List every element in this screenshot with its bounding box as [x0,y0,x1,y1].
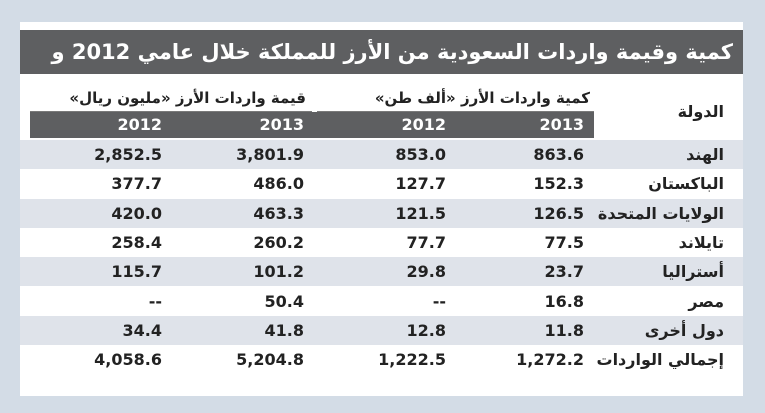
table-row [20,257,743,286]
cell-val-2013: 260.2 [253,233,304,252]
cell-val-2013: 463.3 [253,204,304,223]
cell-qty-2013: 16.8 [544,292,584,311]
cell-val-2012: 34.4 [122,321,162,340]
cell-qty-2012: -- [432,292,446,311]
cell-qty-2012: 127.7 [395,174,446,193]
cell-qty-2012: 1,222.5 [378,350,446,369]
cell-val-2012: 2,852.5 [94,145,162,164]
cell-qty-2013: 126.5 [533,204,584,223]
cell-qty-2013: 11.8 [544,321,584,340]
cell-val-2012: 258.4 [111,233,162,252]
cell-qty-2012: 121.5 [395,204,446,223]
cell-qty-2012: 853.0 [395,145,446,164]
cell-val-2012: 4,058.6 [94,350,162,369]
cell-val-2013: 486.0 [253,174,304,193]
year-header-qty-2013: 2013 [539,115,584,134]
cell-val-2012: -- [148,292,162,311]
year-header-qty-2012: 2012 [401,115,446,134]
cell-val-2013: 50.4 [264,292,304,311]
country-name: تايلاند [678,233,724,252]
country-name: دول أخرى [644,321,724,340]
header-quantity-group: كمية واردات الأرز «ألف طن» [374,89,590,107]
country-name: الباكستان [648,174,724,193]
cell-val-2012: 115.7 [111,262,162,281]
cell-val-2013: 5,204.8 [236,350,304,369]
cell-qty-2012: 29.8 [406,262,446,281]
header-value-group: قيمة واردات الأرز «مليون ريال» [69,89,306,107]
cell-val-2013: 3,801.9 [236,145,304,164]
header-quantity-divider [317,111,594,112]
year-header-val-2012: 2012 [117,115,162,134]
country-name: مصر [688,292,724,311]
cell-qty-2013: 23.7 [544,262,584,281]
table-title: كمية وقيمة واردات السعودية من الأرز للمم… [20,30,743,108]
cell-qty-2013: 863.6 [533,145,584,164]
cell-val-2013: 101.2 [253,262,304,281]
cell-qty-2012: 77.7 [406,233,446,252]
year-header-bar [30,112,594,138]
cell-qty-2013: 1,272.2 [516,350,584,369]
year-header-val-2013: 2013 [259,115,304,134]
country-name: إجمالي الواردات [596,350,724,369]
country-name: أستراليا [662,262,724,281]
cell-qty-2013: 152.3 [533,174,584,193]
table-row [20,140,743,169]
cell-qty-2013: 77.5 [544,233,584,252]
table-row [20,316,743,345]
header-value-divider [30,111,312,112]
cell-val-2012: 420.0 [111,204,162,223]
cell-val-2013: 41.8 [264,321,304,340]
table-row [20,199,743,228]
header-country: الدولة [677,102,724,121]
country-name: الهند [686,145,724,164]
country-name: الولايات المتحدة [597,204,724,223]
cell-val-2012: 377.7 [111,174,162,193]
cell-qty-2012: 12.8 [406,321,446,340]
